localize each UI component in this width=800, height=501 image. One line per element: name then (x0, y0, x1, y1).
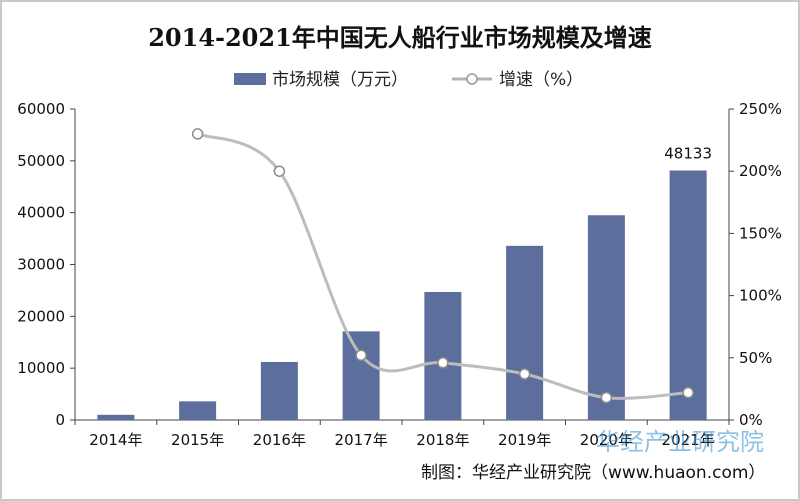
growth-point (518, 368, 531, 380)
growth-point (191, 128, 204, 140)
x-axis-tick-label: 2021年 (662, 431, 715, 449)
chart-title: 2014-2021年中国无人船行业市场规模及增速 (148, 23, 652, 52)
growth-point (437, 357, 449, 369)
left-axis-tick-label: 20000 (17, 307, 65, 325)
bar (97, 414, 135, 420)
legend-label-market-size: 市场规模（万元） (272, 70, 408, 90)
bar-data-label: 48133 (664, 145, 712, 163)
growth-point (682, 386, 694, 399)
right-axis-tick-label: 50% (739, 349, 772, 367)
bar (587, 215, 625, 420)
bar (424, 291, 462, 420)
right-axis-tick-label: 150% (739, 224, 782, 242)
plot-area: 0 10000 20000 30000 40000 50000 60000 0% 50% 100%… (17, 100, 782, 449)
x-axis-tick-label: 2016年 (253, 431, 306, 449)
x-axis-tick-label: 2015年 (171, 431, 224, 449)
right-axis-tick-label: 200% (739, 162, 782, 180)
bar (342, 331, 380, 420)
right-axis-tick-label: 250% (739, 100, 782, 118)
x-axis-tick-label: 2017年 (335, 431, 388, 449)
left-axis-tick-label: 30000 (17, 256, 65, 274)
source-text: 制图：华经产业研究院（www.huaon.com） (421, 463, 765, 483)
bar (506, 245, 544, 420)
legend-line-marker (466, 73, 478, 85)
growth-point (600, 391, 613, 404)
legend: 市场规模（万元） 增速（%） (234, 70, 583, 90)
x-axis-tick-label: 2020年 (580, 431, 633, 449)
right-axis-tick-label: 0% (739, 411, 763, 429)
x-axis-tick-label: 2019年 (498, 431, 551, 449)
growth-point (355, 349, 367, 362)
left-axis-tick-label: 10000 (17, 359, 65, 377)
left-axis-tick-label: 50000 (17, 152, 65, 170)
bar (260, 361, 298, 420)
bar (179, 401, 217, 420)
x-axis-tick-label: 2018年 (416, 431, 469, 449)
right-axis-tick-label: 100% (739, 287, 782, 305)
left-axis-tick-label: 40000 (17, 204, 65, 222)
legend-bar-swatch (234, 73, 266, 85)
left-axis-tick-label: 60000 (17, 100, 65, 118)
bar (669, 170, 707, 420)
growth-point (273, 165, 286, 177)
legend-label-growth: 增速（%） (499, 70, 583, 90)
x-axis-tick-label: 2014年 (89, 431, 142, 449)
watermark-text: 华经产业研究院 (596, 428, 764, 456)
left-axis-tick-label: 0 (55, 411, 65, 429)
